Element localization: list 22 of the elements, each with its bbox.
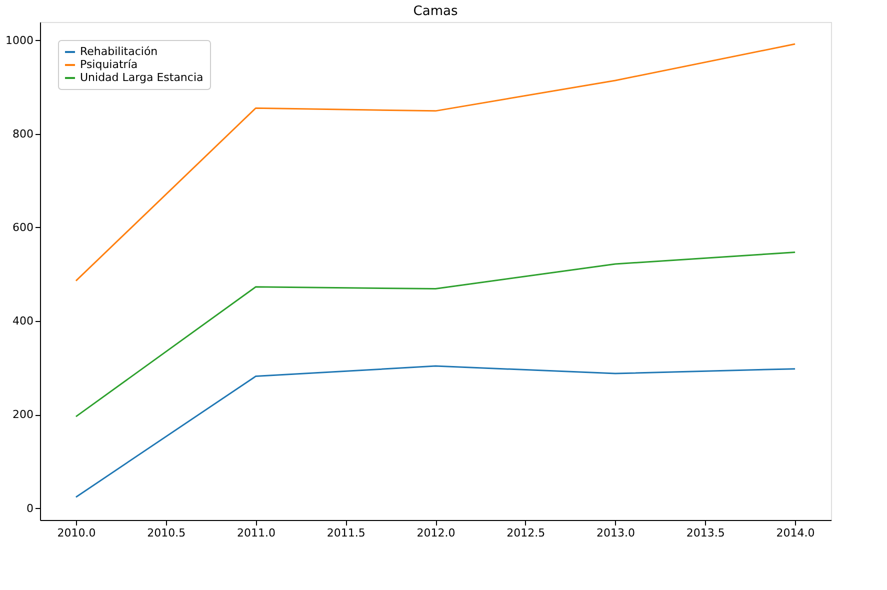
x-tick-label: 2011.0 bbox=[236, 526, 276, 540]
y-tick-label: 800 bbox=[12, 127, 34, 140]
y-tick-label: 200 bbox=[12, 408, 34, 422]
chart-title: Camas bbox=[413, 4, 458, 19]
x-tick-label: 2010.5 bbox=[147, 526, 186, 540]
y-tick-label: 1000 bbox=[6, 34, 34, 47]
x-tick-label: 2011.5 bbox=[326, 526, 366, 540]
x-tick-label: 2012.0 bbox=[416, 526, 456, 540]
line-series bbox=[75, 43, 796, 282]
y-tick-label: 600 bbox=[12, 220, 34, 234]
line-series bbox=[75, 365, 796, 498]
y-tick-label: 0 bbox=[26, 502, 34, 515]
x-tick-label: 2010.0 bbox=[57, 526, 96, 540]
line-series bbox=[75, 252, 796, 418]
x-tick-label: 2013.5 bbox=[686, 526, 725, 540]
legend-label: Rehabilitación bbox=[80, 45, 158, 58]
legend-label: Psiquiatría bbox=[80, 58, 138, 71]
x-tick-label: 2014.0 bbox=[776, 526, 815, 540]
y-tick-label: 400 bbox=[12, 314, 34, 328]
x-tick-label: 2013.0 bbox=[596, 526, 636, 540]
legend-label: Unidad Larga Estancia bbox=[80, 71, 204, 84]
x-tick-label: 2012.5 bbox=[506, 526, 546, 540]
